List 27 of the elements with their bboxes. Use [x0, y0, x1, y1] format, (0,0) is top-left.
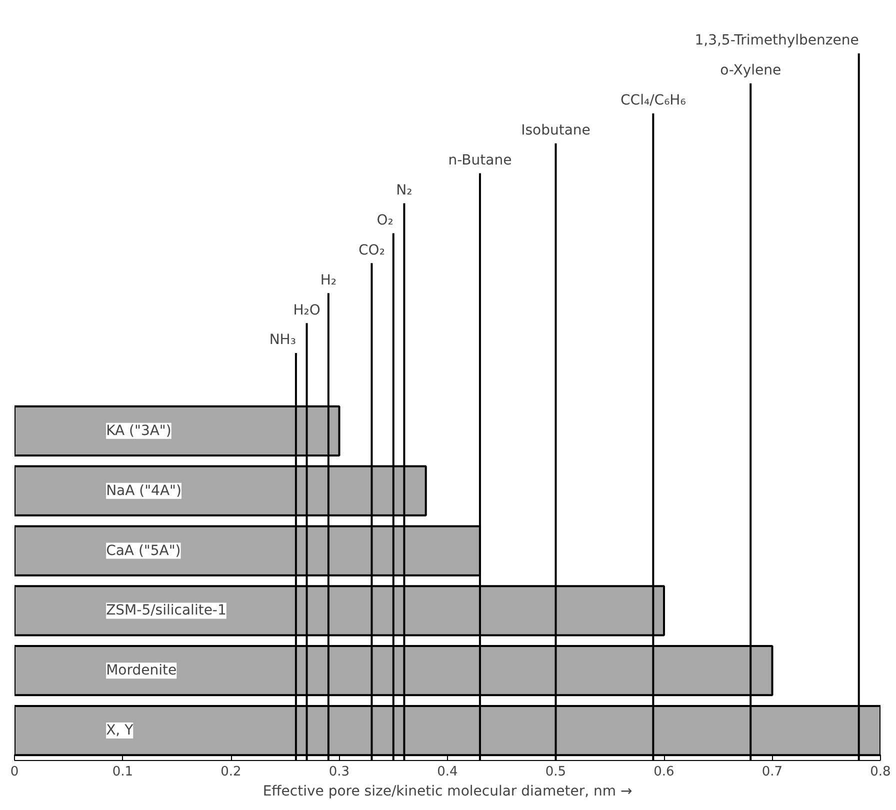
ref-line-label: H₂ [320, 272, 336, 288]
y-tick-label: CaA ("5A") [106, 542, 181, 559]
x-tick-label: 0.5 [545, 764, 566, 780]
x-tick-label: 0.1 [112, 764, 134, 780]
ref-line-label: n-Butane [448, 152, 512, 168]
ref-line-label: o-Xylene [720, 62, 782, 79]
ref-line-label: 1,3,5-Trimethylbenzene [694, 32, 859, 49]
ref-line-label: O₂ [376, 212, 394, 228]
x-tick-label: 0 [10, 764, 19, 780]
x-tick-label: 0.8 [870, 764, 891, 780]
ref-line-label: NH₃ [269, 332, 296, 348]
ref-line-label: N₂ [396, 182, 412, 198]
ref-line-label: H₂O [293, 302, 320, 318]
ref-line-label: CO₂ [358, 242, 385, 258]
x-tick-label: 0.4 [437, 764, 458, 780]
ref-line-label: CCl₄/C₆H₆ [620, 92, 686, 109]
x-tick-label: 0.2 [220, 764, 242, 780]
ref-line-label: Isobutane [521, 122, 590, 139]
x-axis-title: Effective pore size/kinetic molecular diameter, nm → [262, 784, 632, 800]
x-tick-label: 0.7 [762, 764, 783, 780]
x-tick-label: 0.3 [328, 764, 350, 780]
y-tick-label: X, Y [106, 722, 134, 739]
y-tick-label: KA ("3A") [106, 422, 172, 439]
y-tick-label: ZSM-5/silicalite-1 [106, 602, 226, 619]
y-tick-label: NaA ("4A") [106, 482, 182, 499]
y-tick-label: Mordenite [106, 662, 177, 679]
x-tick-label: 0.6 [654, 764, 674, 780]
